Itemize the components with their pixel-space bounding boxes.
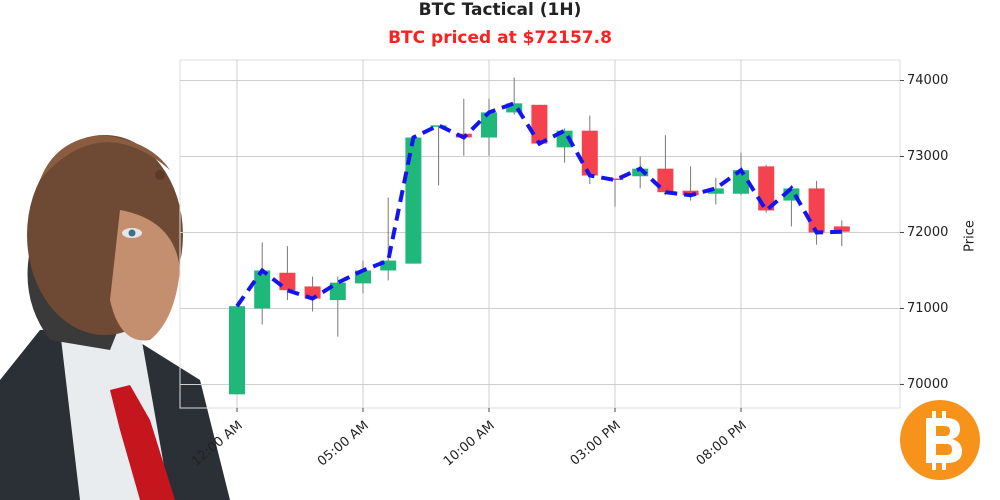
- chart-subtitle: BTC priced at $72157.8: [388, 28, 612, 48]
- candle-body: [808, 188, 825, 233]
- candle-body: [405, 137, 422, 264]
- candle-body: [707, 188, 724, 194]
- bitcoin-logo: [900, 400, 980, 480]
- candle-body: [581, 130, 598, 176]
- candle-body: [531, 104, 548, 144]
- plot-frame: [179, 59, 901, 409]
- y-tick-label: 73000: [907, 149, 948, 164]
- chart-title: BTC Tactical (1H): [419, 0, 582, 20]
- candle-body: [607, 178, 623, 181]
- x-tick-label: 03:00 PM: [568, 418, 624, 468]
- candle-body: [758, 166, 775, 211]
- robot-illustration: [0, 135, 230, 500]
- candle-body: [632, 168, 649, 177]
- candle-body: [682, 190, 699, 196]
- y-tick-label: 71000: [907, 301, 948, 316]
- candle-body: [254, 270, 271, 309]
- y-tick-label: 72000: [907, 225, 948, 240]
- x-tick-label: 05:00 AM: [315, 418, 372, 469]
- candle-body: [657, 168, 674, 193]
- x-tick-label: 08:00 PM: [694, 418, 750, 468]
- y-tick-label: 74000: [907, 73, 948, 88]
- candle-body: [506, 103, 523, 113]
- candle-body: [430, 125, 447, 127]
- y-axis-label: Price: [963, 220, 978, 252]
- candle-body: [733, 170, 749, 194]
- candle-body: [279, 272, 296, 291]
- close-line: [235, 100, 842, 308]
- y-tick-label: 70000: [907, 377, 948, 392]
- candle-body: [329, 282, 346, 301]
- candle-body: [481, 112, 497, 138]
- candle-body: [229, 306, 245, 395]
- candle-body: [833, 226, 850, 232]
- x-tick-label: 10:00 AM: [441, 418, 498, 469]
- candle-body: [380, 260, 397, 271]
